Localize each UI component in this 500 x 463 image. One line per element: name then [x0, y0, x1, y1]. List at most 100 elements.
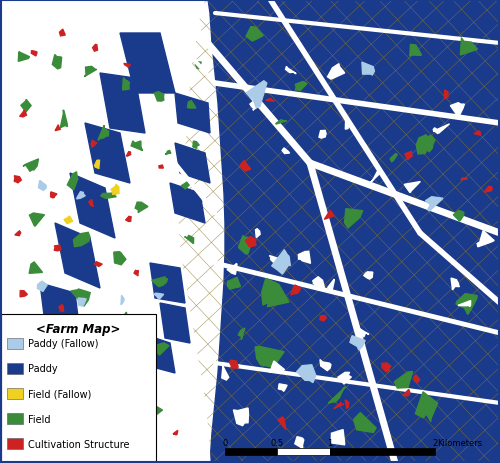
- Text: 0.5: 0.5: [270, 438, 283, 447]
- Polygon shape: [276, 120, 287, 125]
- Polygon shape: [358, 328, 369, 337]
- Polygon shape: [116, 313, 128, 329]
- Polygon shape: [160, 303, 190, 343]
- Polygon shape: [64, 217, 72, 224]
- Polygon shape: [334, 403, 344, 409]
- Text: 2: 2: [432, 438, 438, 447]
- Polygon shape: [126, 152, 130, 157]
- Polygon shape: [150, 343, 169, 356]
- Polygon shape: [230, 360, 238, 369]
- Polygon shape: [89, 350, 106, 375]
- Polygon shape: [228, 278, 240, 289]
- Polygon shape: [320, 360, 331, 371]
- Polygon shape: [246, 28, 263, 42]
- Polygon shape: [21, 100, 31, 113]
- Polygon shape: [122, 79, 130, 91]
- Polygon shape: [278, 417, 286, 430]
- Polygon shape: [338, 373, 351, 384]
- Polygon shape: [344, 209, 362, 229]
- Polygon shape: [382, 363, 391, 372]
- Polygon shape: [188, 101, 196, 109]
- Polygon shape: [484, 187, 492, 193]
- Polygon shape: [458, 301, 470, 307]
- Bar: [330, 448, 382, 455]
- Polygon shape: [78, 414, 100, 436]
- Polygon shape: [89, 200, 93, 207]
- Polygon shape: [38, 384, 54, 404]
- Polygon shape: [433, 129, 439, 134]
- Polygon shape: [286, 68, 296, 75]
- Polygon shape: [98, 126, 108, 141]
- Polygon shape: [54, 425, 59, 431]
- Polygon shape: [410, 45, 422, 57]
- Polygon shape: [320, 316, 326, 321]
- Polygon shape: [278, 384, 287, 391]
- Polygon shape: [134, 271, 138, 276]
- Polygon shape: [418, 136, 435, 152]
- Polygon shape: [451, 278, 460, 290]
- Polygon shape: [29, 262, 42, 274]
- Polygon shape: [131, 142, 142, 151]
- Polygon shape: [416, 392, 438, 422]
- Bar: [7, 413, 23, 424]
- Polygon shape: [38, 181, 46, 191]
- Polygon shape: [298, 252, 310, 264]
- Polygon shape: [460, 178, 467, 181]
- Polygon shape: [181, 182, 190, 189]
- Polygon shape: [15, 232, 20, 236]
- Polygon shape: [38, 282, 47, 292]
- Polygon shape: [328, 387, 345, 403]
- Bar: [277, 448, 330, 455]
- Polygon shape: [414, 375, 420, 383]
- Polygon shape: [144, 331, 150, 337]
- Polygon shape: [74, 233, 90, 247]
- Polygon shape: [10, 383, 48, 423]
- Polygon shape: [14, 412, 21, 417]
- Polygon shape: [175, 144, 210, 184]
- Polygon shape: [48, 319, 58, 338]
- Text: Paddy (Fallow): Paddy (Fallow): [28, 338, 98, 348]
- Polygon shape: [332, 430, 344, 445]
- Polygon shape: [150, 263, 185, 303]
- Polygon shape: [52, 56, 62, 70]
- Polygon shape: [126, 217, 131, 222]
- Bar: [1, 314, 156, 462]
- Polygon shape: [238, 328, 245, 340]
- Polygon shape: [77, 192, 85, 200]
- Polygon shape: [166, 151, 171, 155]
- Polygon shape: [402, 389, 409, 396]
- Polygon shape: [121, 296, 124, 305]
- Polygon shape: [426, 197, 443, 211]
- Polygon shape: [256, 229, 260, 238]
- Polygon shape: [94, 161, 100, 169]
- Polygon shape: [362, 63, 374, 76]
- Polygon shape: [62, 450, 72, 463]
- Polygon shape: [94, 262, 102, 267]
- Text: <Farm Map>: <Farm Map>: [36, 322, 120, 335]
- Text: 0: 0: [222, 438, 228, 447]
- Polygon shape: [54, 245, 61, 251]
- Polygon shape: [100, 194, 116, 199]
- Polygon shape: [405, 152, 412, 160]
- Text: Paddy: Paddy: [28, 363, 58, 374]
- Polygon shape: [297, 365, 316, 383]
- Bar: [7, 338, 23, 349]
- Polygon shape: [246, 81, 267, 108]
- Polygon shape: [346, 119, 348, 130]
- Polygon shape: [196, 63, 201, 70]
- Text: 1: 1: [328, 438, 332, 447]
- Bar: [225, 448, 277, 455]
- Polygon shape: [474, 131, 480, 136]
- Polygon shape: [272, 250, 290, 275]
- Polygon shape: [296, 82, 307, 91]
- Polygon shape: [246, 237, 256, 247]
- Polygon shape: [266, 99, 274, 102]
- Polygon shape: [394, 372, 412, 388]
- Polygon shape: [12, 432, 27, 446]
- Text: Cultivation Structure: Cultivation Structure: [28, 439, 130, 449]
- Polygon shape: [312, 277, 324, 289]
- Polygon shape: [71, 289, 90, 307]
- Polygon shape: [30, 213, 44, 227]
- Polygon shape: [208, 0, 500, 463]
- Polygon shape: [14, 176, 22, 183]
